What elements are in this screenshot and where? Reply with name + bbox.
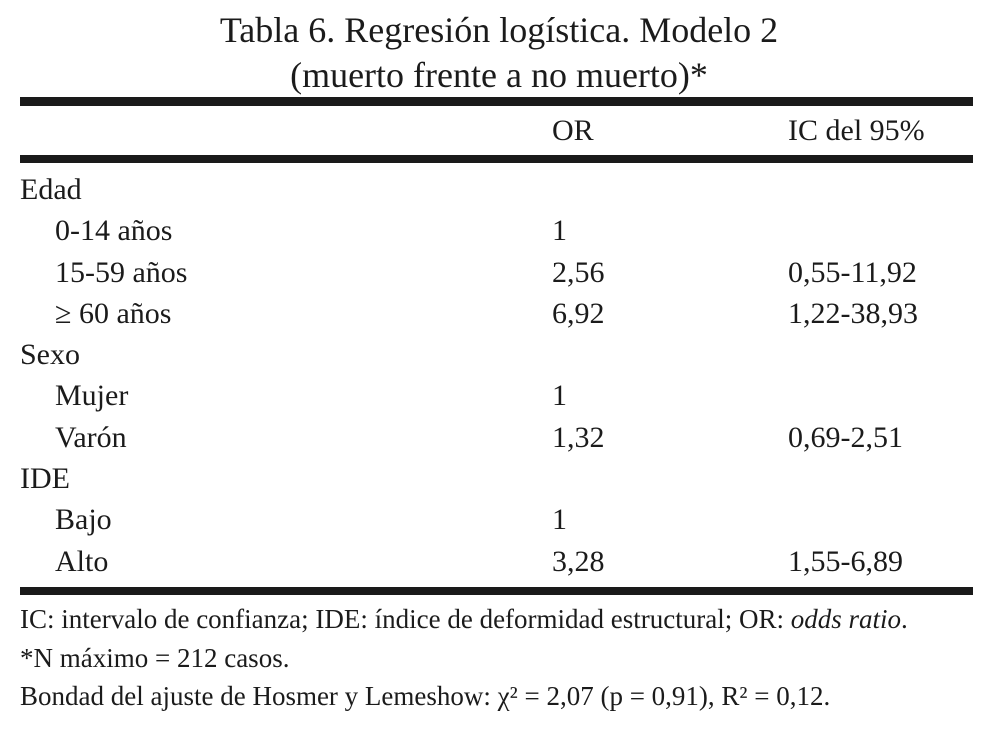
ic-value <box>788 375 973 416</box>
or-value: 2,56 <box>552 255 605 289</box>
row-label: Mujer <box>55 379 129 413</box>
footnote-goodness-of-fit: Bondad del ajuste de Hosmer y Lemeshow: … <box>20 681 831 711</box>
row-label: 15-59 años <box>55 255 188 289</box>
footnote-abbrev-period: . <box>901 604 908 634</box>
row-label: 0-14 años <box>55 214 173 248</box>
table-title-line2: (muerto frente a no muerto)* <box>290 55 708 95</box>
table-title: Tabla 6. Regresión logística. Modelo 2 (… <box>0 8 998 98</box>
or-value: 1,32 <box>552 420 605 454</box>
table-row: Edad <box>20 169 973 210</box>
table-row: 0-14 años 1 <box>20 210 973 251</box>
or-value <box>552 334 788 375</box>
row-label: Edad <box>20 173 82 206</box>
table-row: 15-59 años 2,56 0,55-11,92 <box>20 252 973 293</box>
table-row: Sexo <box>20 334 973 375</box>
row-label: Sexo <box>20 338 80 372</box>
top-rule <box>20 97 973 106</box>
ic-value <box>788 169 973 210</box>
or-value: 3,28 <box>552 544 605 578</box>
or-value: 1 <box>552 379 567 413</box>
ic-value: 0,69-2,51 <box>788 420 903 454</box>
or-value: 6,92 <box>552 296 605 330</box>
or-value <box>552 169 788 210</box>
footnote-n-maximo: *N máximo = 212 casos. <box>20 642 290 673</box>
ic-value <box>788 499 973 540</box>
row-label: IDE <box>20 462 70 496</box>
table-row: ≥ 60 años 6,92 1,22-38,93 <box>20 293 973 334</box>
footnote-abbreviations: IC: intervalo de confianza; IDE: índice … <box>20 600 998 639</box>
ic-value <box>788 334 973 375</box>
column-header-or: OR <box>552 114 594 147</box>
table-row: Varón 1,32 0,69-2,51 <box>20 417 973 458</box>
footnote-abbrev-italic: odds ratio <box>790 604 902 634</box>
table-body: Edad 0-14 años 1 15-59 años 2,56 0,55-11… <box>20 163 973 582</box>
or-value <box>552 458 788 499</box>
row-label: Varón <box>55 420 127 454</box>
table-row: Alto 3,28 1,55-6,89 <box>20 541 973 582</box>
column-header-ic: IC del 95% <box>788 114 925 147</box>
row-label: Bajo <box>55 503 112 537</box>
header-rule <box>20 155 973 163</box>
or-value: 1 <box>552 503 567 537</box>
table-row: IDE <box>20 458 973 499</box>
table-title-line1: Tabla 6. Regresión logística. Modelo 2 <box>219 10 779 50</box>
ic-value: 1,55-6,89 <box>788 544 903 578</box>
ic-value: 1,22-38,93 <box>788 296 918 330</box>
row-label: Alto <box>55 544 109 578</box>
footnotes: IC: intervalo de confianza; IDE: índice … <box>20 600 998 716</box>
table-row: Bajo 1 <box>20 499 973 540</box>
ic-value <box>788 458 973 499</box>
footnote-abbrev-text: IC: intervalo de confianza; IDE: índice … <box>20 604 791 634</box>
column-header-empty <box>20 106 552 155</box>
ic-value <box>788 210 973 251</box>
row-label: ≥ 60 años <box>55 296 172 330</box>
bottom-rule <box>20 587 973 595</box>
or-value: 1 <box>552 214 567 248</box>
ic-value: 0,55-11,92 <box>788 255 917 289</box>
table-header-row: OR IC del 95% <box>20 106 973 155</box>
table-row: Mujer 1 <box>20 375 973 416</box>
